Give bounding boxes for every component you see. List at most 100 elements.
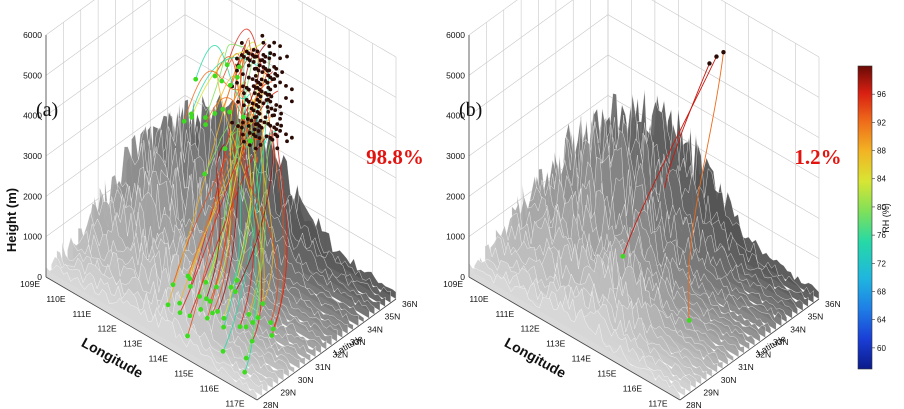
end-point	[243, 324, 249, 330]
gridline	[45, 0, 397, 58]
start-point	[266, 109, 271, 114]
start-point	[255, 49, 260, 54]
start-point	[272, 40, 277, 45]
start-point	[278, 128, 282, 133]
start-point	[262, 120, 267, 125]
start-point	[264, 134, 269, 139]
end-point	[236, 64, 242, 70]
start-point	[274, 66, 279, 71]
start-point	[260, 33, 265, 38]
end-point	[268, 320, 274, 326]
trajectory-line	[664, 63, 710, 189]
z-axis-title: Height (m)	[4, 188, 19, 252]
start-point	[265, 105, 270, 109]
colorbar: 60 64 68 72 76 80 84 88 92 96 RH (%)	[857, 65, 891, 370]
y-tick-label: 36N	[402, 299, 418, 309]
trajectory-line	[226, 28, 274, 76]
start-point	[256, 129, 261, 133]
end-point	[203, 122, 208, 128]
start-point	[253, 146, 258, 151]
x-tick-label: 116E	[623, 383, 643, 393]
start-point	[268, 123, 273, 128]
start-point	[279, 123, 284, 128]
x-tick-label: 113E	[546, 339, 566, 349]
y-tick-label: 31N	[738, 362, 754, 372]
trajectory-line	[272, 133, 288, 330]
end-point	[249, 338, 255, 344]
colorbar-tick-label: 96	[877, 90, 886, 99]
start-point	[284, 132, 288, 137]
x-tick-label: 112E	[520, 324, 540, 334]
end-point	[228, 284, 234, 290]
start-point	[250, 101, 255, 106]
start-point	[236, 124, 240, 128]
start-point	[252, 91, 257, 96]
end-point	[220, 106, 226, 112]
trajectory-line	[236, 134, 255, 281]
percentage-label: 1.2%	[794, 145, 841, 169]
end-point	[185, 333, 190, 339]
start-point	[235, 56, 239, 61]
start-point	[252, 54, 257, 59]
end-point	[207, 298, 213, 304]
start-point	[250, 77, 255, 82]
start-point	[278, 116, 282, 121]
start-point	[269, 94, 274, 99]
colorbar-tick-label: 72	[877, 259, 886, 268]
gridline	[468, 54, 820, 179]
end-point	[240, 114, 246, 120]
y-tick-label: 29N	[703, 387, 719, 397]
start-point	[268, 99, 273, 104]
end-point	[250, 320, 256, 325]
y-tick-label: 30N	[721, 375, 737, 385]
start-point	[278, 104, 282, 109]
start-point	[721, 49, 726, 55]
x-tick-label: 110E	[46, 294, 66, 304]
colorbar-tick-label: 68	[877, 287, 886, 296]
end-point	[233, 289, 238, 295]
start-point	[289, 99, 294, 104]
start-point	[268, 87, 273, 92]
z-tick-label: 1000	[446, 232, 465, 242]
start-point	[260, 70, 265, 74]
start-point	[245, 117, 250, 121]
end-point	[188, 284, 193, 289]
end-point	[255, 315, 261, 321]
end-point	[210, 310, 215, 316]
start-point	[256, 104, 261, 109]
start-point	[275, 134, 280, 139]
z-tick-label: 3000	[446, 151, 465, 161]
end-point	[181, 118, 187, 124]
gridline	[468, 94, 820, 219]
y-tick-label: 31N	[315, 362, 331, 372]
gridline	[45, 0, 397, 98]
y-axis-line	[256, 298, 397, 401]
axis-lines	[468, 35, 820, 401]
trajectory-line	[191, 39, 267, 118]
start-point	[258, 143, 263, 147]
trajectory-line	[206, 81, 273, 319]
trajectory-line	[223, 105, 241, 328]
end-point	[177, 310, 183, 316]
start-point	[259, 89, 264, 94]
x-tick-label: 114E	[572, 354, 592, 364]
y-tick-label: 29N	[280, 387, 296, 397]
x-tick-label: 116E	[200, 383, 220, 393]
start-point	[274, 127, 279, 132]
start-point	[253, 73, 258, 78]
end-point	[269, 333, 275, 338]
start-point	[284, 96, 288, 100]
start-point	[268, 51, 273, 56]
start-point	[262, 59, 267, 64]
start-point	[258, 94, 263, 99]
trajectory-line	[204, 126, 229, 175]
start-point	[267, 56, 272, 61]
panel-label: (a)	[36, 99, 58, 121]
trajectory-line	[687, 52, 724, 321]
end-point	[242, 369, 248, 375]
end-point	[193, 76, 199, 82]
start-point	[246, 124, 251, 128]
end-point	[204, 296, 209, 302]
colorbar-label: RH (%)	[881, 203, 891, 233]
